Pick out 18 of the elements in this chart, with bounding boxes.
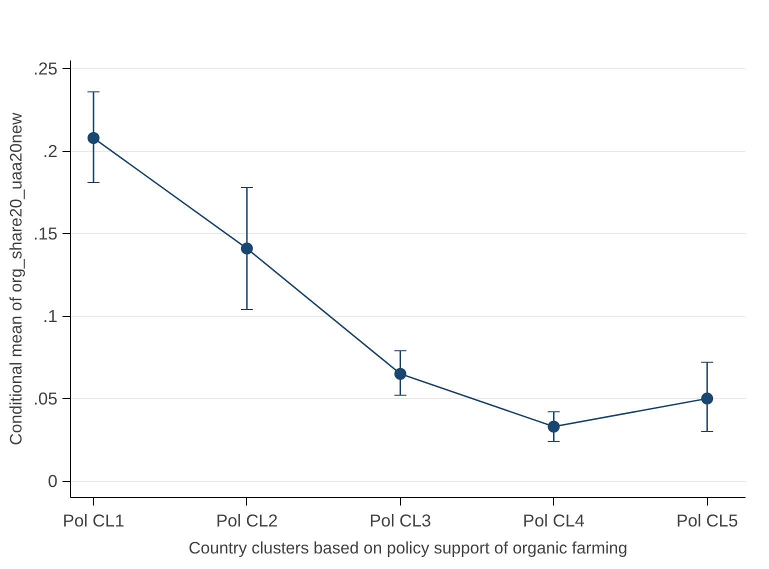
x-tick-label: Pol CL2 — [216, 510, 278, 530]
point — [240, 242, 253, 254]
y-tick-label: .1 — [43, 306, 58, 326]
x-tick-label: Pol CL5 — [676, 510, 738, 530]
x-tick-label: Pol CL3 — [370, 510, 432, 530]
point — [701, 392, 714, 405]
point — [394, 368, 406, 380]
y-tick-label: .25 — [33, 58, 58, 79]
x-tick-label: Pol CL1 — [62, 510, 124, 530]
y-axis-title: Conditional mean of org_share20_uaa20new — [6, 112, 26, 446]
x-axis-title: Country clusters based on policy support of organic farming — [188, 538, 628, 558]
y-tick-label: .2 — [43, 141, 58, 162]
y-tick-label: .15 — [33, 224, 58, 244]
point — [548, 420, 560, 433]
x-tick-label: Pol CL4 — [522, 510, 585, 530]
y-tick-label: .05 — [33, 388, 58, 409]
y-tick-label: 0 — [48, 471, 58, 492]
point — [88, 132, 100, 144]
